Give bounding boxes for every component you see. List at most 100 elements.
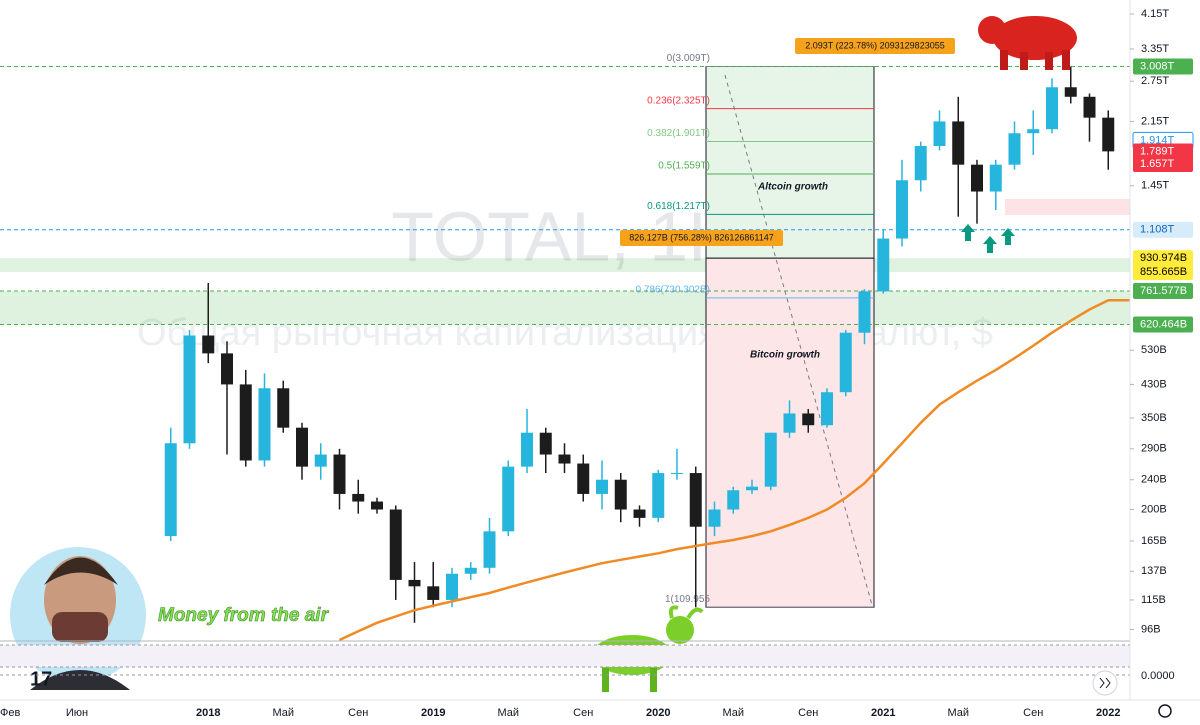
bear-body [993,16,1077,60]
scroll-button-icon[interactable] [1099,677,1111,689]
candle-body [314,454,327,467]
fib-label: 0.5(1.559T) [658,161,710,172]
x-tick-label: Сен [573,707,593,719]
fib-label: 0.786(730.302B) [635,285,710,296]
price-marker-label: 1.914T [1140,134,1175,146]
candle-body [1046,87,1058,130]
settings-icon[interactable] [1158,704,1172,718]
osc-band [0,645,1130,667]
x-tick-label: 2021 [871,707,895,719]
trend-line [724,74,873,606]
scroll-button[interactable] [1092,670,1118,696]
y-tick-label: 430B [1141,378,1167,390]
candle-body [296,427,308,467]
candle-body [464,567,477,574]
zone-red [1005,199,1130,215]
zone [0,258,1130,272]
candle-body [202,335,215,354]
y-tick-label: 4.15T [1141,8,1169,20]
price-marker-label: 1.108T [1140,224,1175,236]
candle-body [1064,87,1077,97]
box-label: Altcoin growth [757,182,828,193]
candle-body [577,463,590,494]
x-tick-label: Сен [798,707,818,719]
candle-body [371,501,383,510]
settings-button[interactable] [1158,704,1172,718]
x-tick-label: 2020 [646,707,670,719]
osc-axis-label: 0.0000 [1141,670,1175,682]
y-tick-label: 115B [1141,594,1166,606]
x-tick-label: Фев [0,707,20,719]
fib-label: 0(3.009T) [667,53,710,64]
price-marker-label: 855.665B [1140,266,1187,278]
avatar-hair [44,557,118,585]
candle-body [521,432,533,467]
candle-body [483,531,496,568]
fib-label: 0.382(1.901T) [647,128,710,139]
price-marker [1133,155,1193,172]
candle-body [933,121,946,146]
candle-body [183,335,196,444]
candle-body [258,388,271,461]
candle-body [652,473,665,518]
candle-body [727,490,740,510]
candle-body [671,473,683,475]
candle-body [1083,96,1096,118]
oscillator-pane [0,640,1130,676]
candle-body [952,121,965,165]
candle-body [333,454,346,494]
candle-body [839,332,852,393]
bull-horns [668,605,704,620]
candle-body [446,573,458,600]
price-marker-label: 1.657T [1140,158,1175,170]
y-tick-label: 530B [1141,344,1167,356]
x-tick-label: Сен [1023,707,1043,719]
candle-body [708,509,721,527]
price-axis-bg [1130,0,1200,700]
candle-body [989,164,1002,192]
candle-body [821,392,833,426]
y-tick-label: 2.15T [1141,115,1169,127]
scroll-button-bg[interactable] [1092,670,1118,696]
zone [0,291,1130,325]
time-axis-bg [0,700,1200,720]
candle-body [914,145,927,181]
y-tick-label: 200B [1141,503,1167,515]
bear-leg [1020,52,1028,70]
candle-body [408,579,421,587]
x-tick-label: Май [272,707,294,719]
price-marker-label: 1.789T [1140,145,1175,157]
author-label: Money from the air [158,605,330,626]
candle-body [221,353,233,385]
price-marker-label: 620.464B [1140,318,1187,330]
underlay: TOTAL, 1Н Общая рыночная капитализация к… [0,53,1130,608]
x-tick-label: Май [947,707,969,719]
y-tick-label: 350B [1141,412,1167,424]
candle-body [539,432,552,455]
bear-icon [978,16,1077,70]
candle-body [689,473,702,527]
candle-body [389,509,402,580]
candle-body [877,238,890,292]
x-tick-label: 2018 [196,707,220,719]
x-tick-label: Май [497,707,519,719]
candle-body [596,479,608,494]
tv-logo: 17 [30,668,52,690]
y-tick-label: 2.75T [1141,75,1169,87]
candle-body [502,466,515,532]
price-marker [1133,250,1193,267]
y-tick-label: 3.35T [1141,43,1169,55]
x-tick-label: 2019 [421,707,445,719]
candle-body [614,479,627,510]
x-tick-label: 2022 [1096,707,1120,719]
x-tick-label: Июн [66,707,88,719]
bear-leg [1045,52,1053,70]
x-tick-label: Сен [348,707,368,719]
candle-body [1008,133,1021,165]
candle-body [746,486,758,491]
candle-body [558,454,571,464]
candle-body [239,384,252,461]
box-label: Bitcoin growth [750,350,820,361]
